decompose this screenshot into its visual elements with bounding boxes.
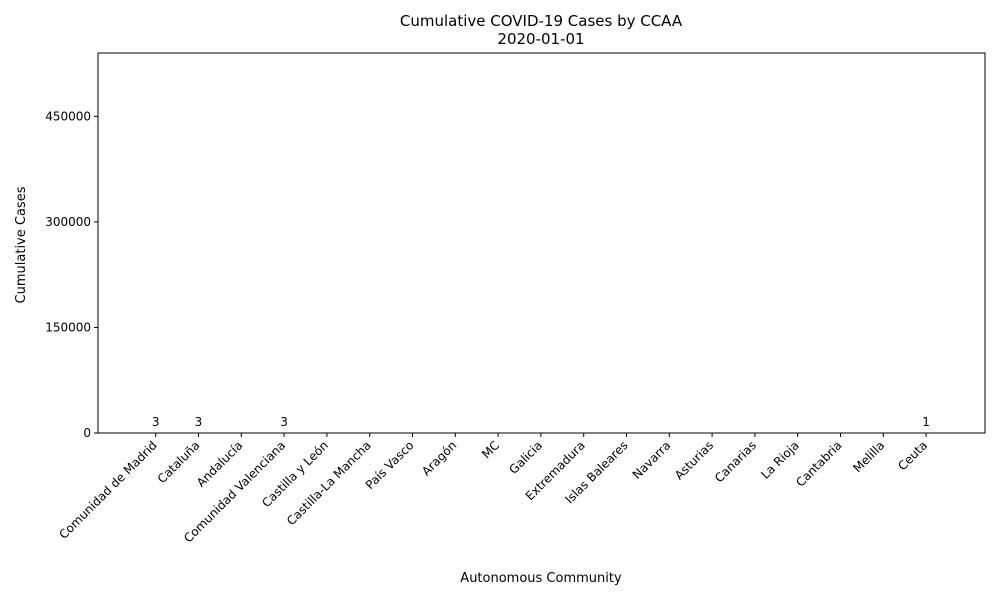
data-label: 3 [280, 415, 288, 429]
x-axis-label: Autonomous Community [460, 571, 622, 586]
x-tick-label: Galicia [506, 438, 545, 477]
x-axis: Comunidad de MadridCataluñaAndalucíaComu… [56, 433, 930, 545]
x-tick-label: Comunidad de Madrid [56, 438, 160, 542]
data-label: 3 [195, 415, 203, 429]
x-tick-label: MC [479, 438, 502, 461]
y-axis: 0 150000 300000 450000 [45, 109, 98, 440]
data-label: 3 [152, 415, 160, 429]
chart-title: Cumulative COVID-19 Cases by CCAA [400, 12, 683, 30]
plot-area [97, 52, 986, 434]
chart-subtitle: 2020-01-01 [497, 30, 584, 48]
y-tick-label: 300000 [45, 215, 91, 229]
x-tick-label: Castilla-La Mancha [284, 438, 374, 528]
y-axis-label: Cumulative Cases [14, 186, 29, 303]
x-tick-label: Melilla [850, 438, 887, 475]
x-tick-label: Asturias [672, 438, 716, 482]
x-tick-label: Aragón [419, 438, 459, 478]
data-label: 1 [922, 415, 930, 429]
x-tick-label: Ceuta [895, 438, 930, 473]
data-labels: 3 3 3 1 [152, 415, 930, 429]
x-tick-label: Canarias [712, 438, 759, 485]
y-tick-label: 0 [83, 426, 91, 440]
y-tick-label: 450000 [45, 109, 91, 123]
plot-frame [97, 52, 986, 434]
x-tick-label: Cantabria [793, 438, 844, 489]
x-tick-label: La Rioja [758, 438, 802, 482]
x-tick-label: Navarra [630, 438, 674, 482]
y-tick-label: 150000 [45, 320, 91, 334]
